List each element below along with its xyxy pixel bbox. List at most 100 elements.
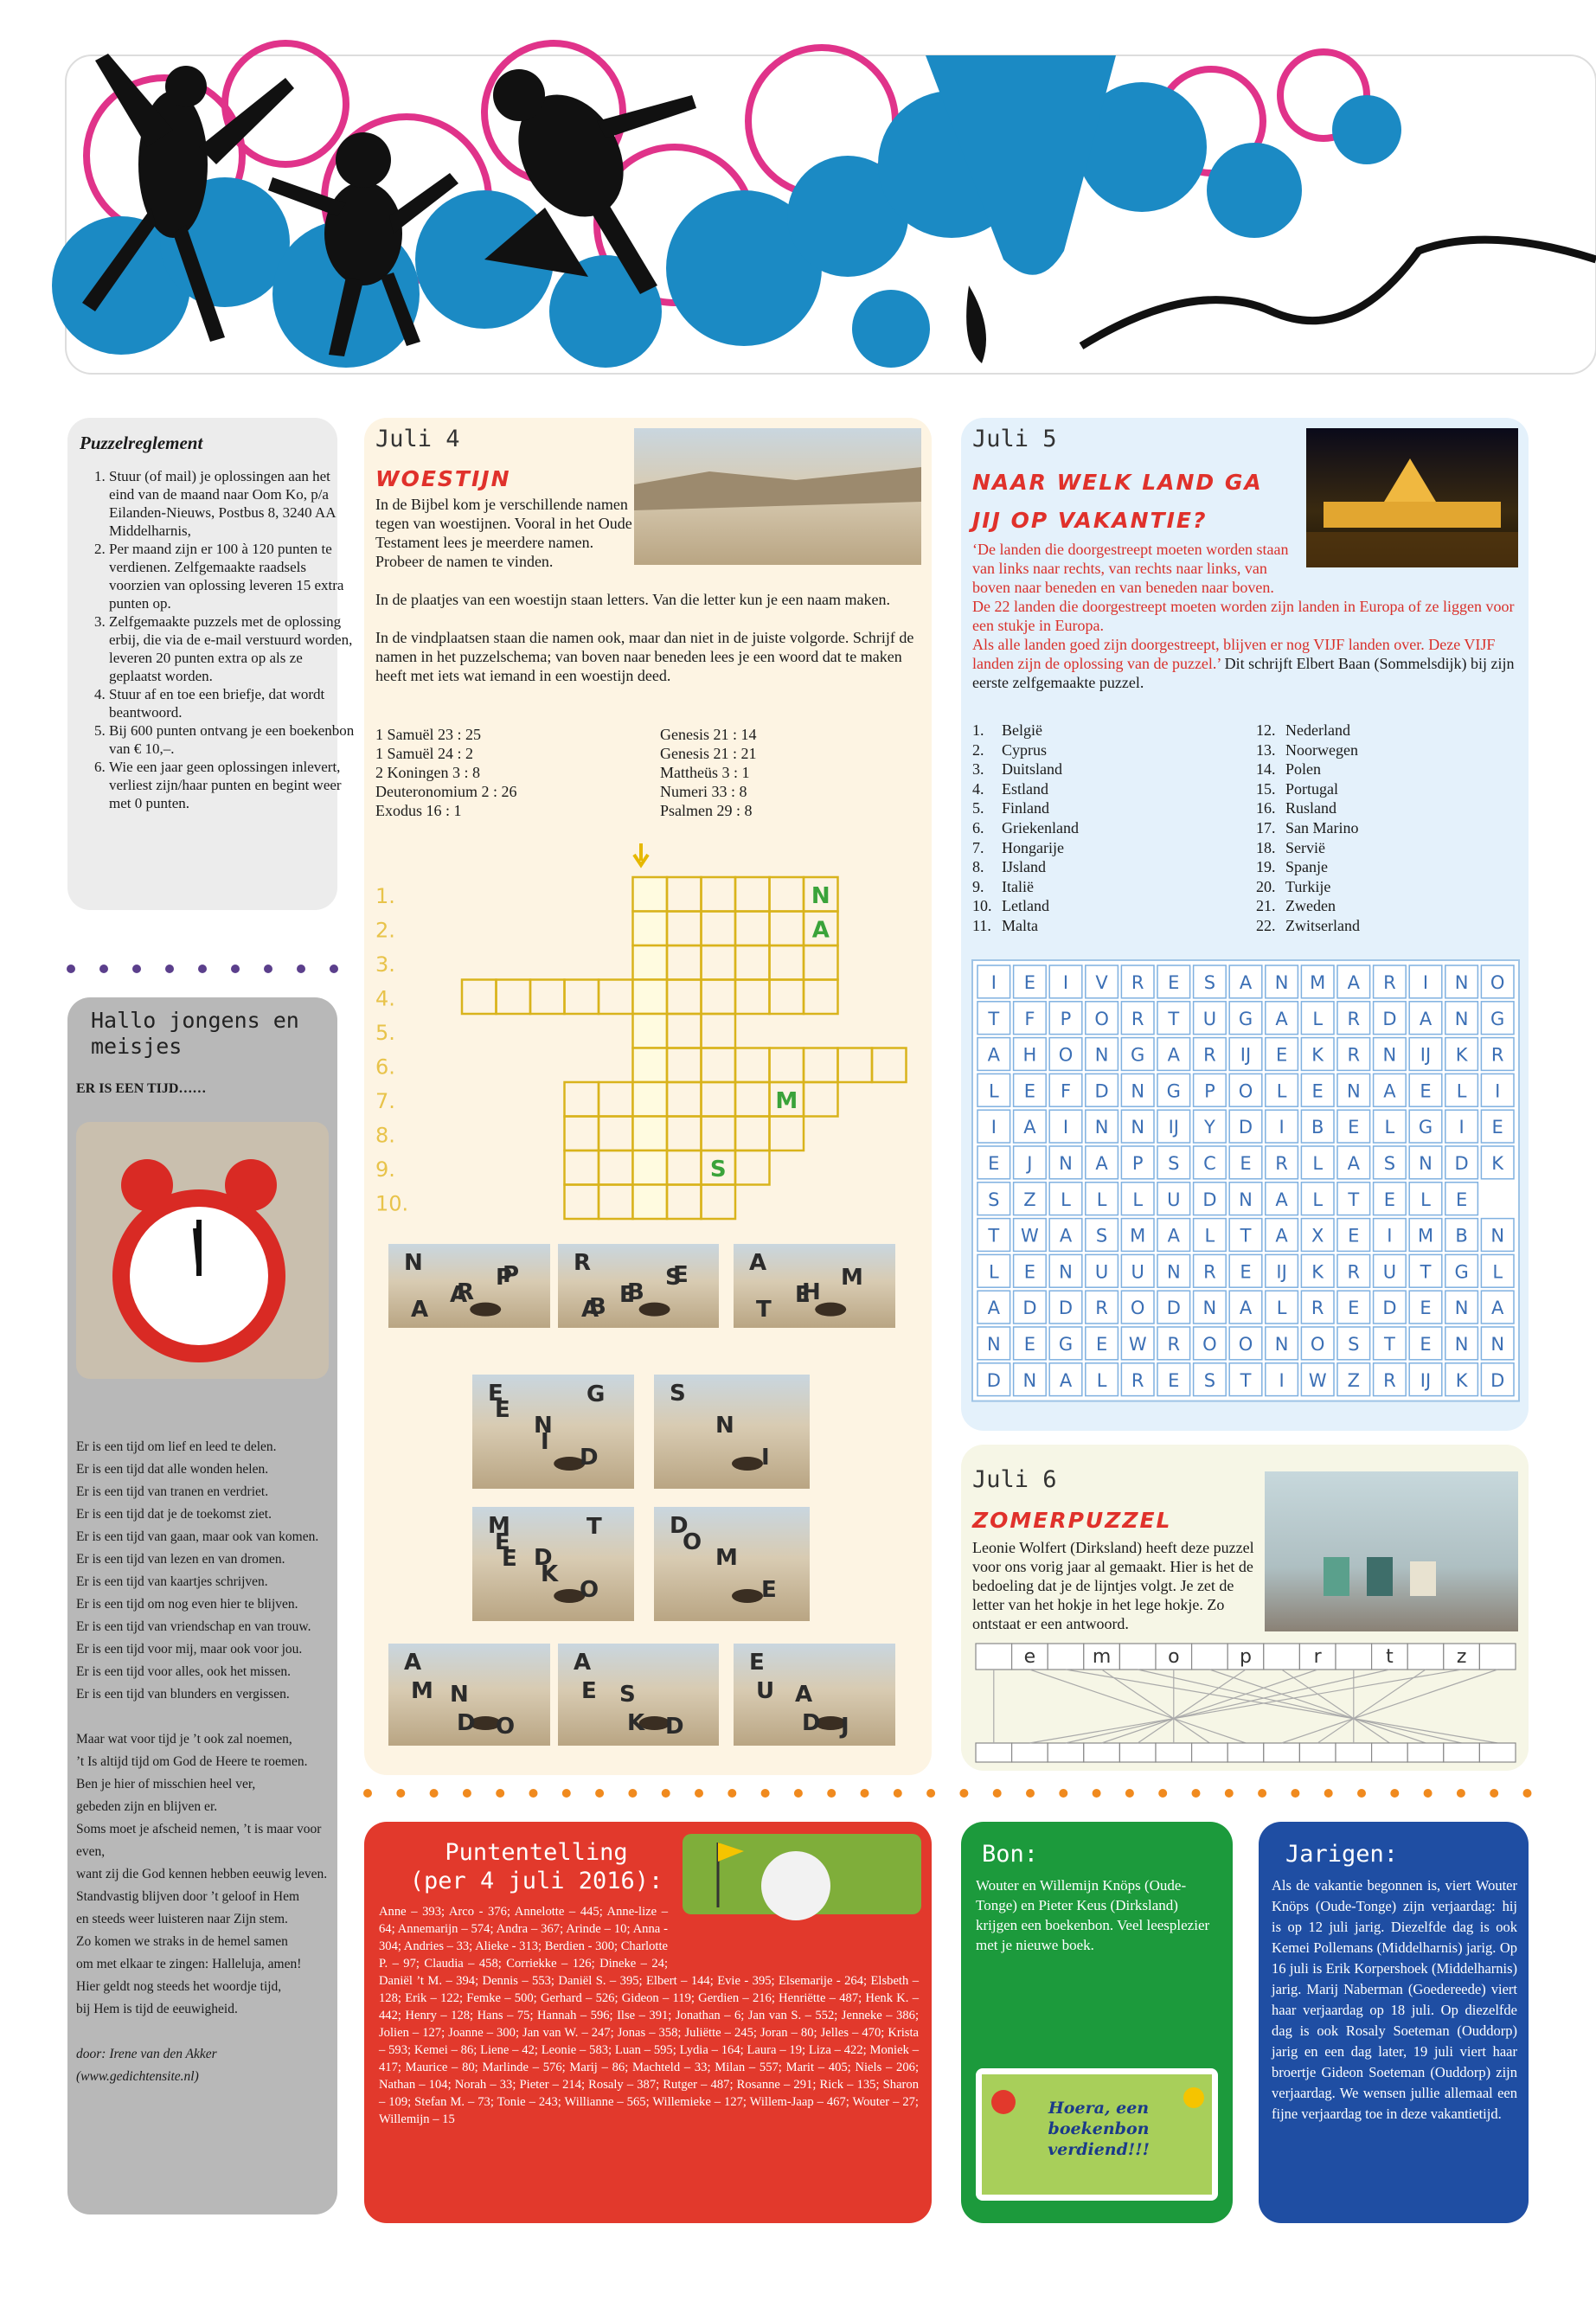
intro-text: ‘De landen die doorgestreept moeten word… (972, 541, 1289, 596)
country-number: 3. (972, 760, 984, 779)
reference: 2 Koningen 3 : 8 (375, 764, 480, 781)
reference: Genesis 21 : 21 (660, 745, 757, 762)
separator-dot (429, 1789, 439, 1798)
reference: Mattheüs 3 : 1 (660, 764, 750, 781)
country-name: Letland (1002, 897, 1049, 915)
birthday-panel (1259, 1822, 1529, 2223)
separator-dot (893, 1789, 902, 1798)
separator-dot (1158, 1789, 1168, 1798)
poem-line: Er is een tijd voor mij, maar ook voor j… (76, 1642, 303, 1657)
country-name: Portugal (1285, 779, 1338, 798)
poem-line: Standvastig blijven door ’t geloof in He… (76, 1889, 300, 1904)
points-title-line: Puntentelling (445, 1839, 628, 1866)
poem-credit: (www.gedichtensite.nl) (76, 2069, 199, 2084)
country-number: 8. (972, 858, 984, 876)
reference: Numeri 33 : 8 (660, 783, 747, 800)
image-space (635, 495, 920, 581)
country-name: Zweden (1285, 897, 1336, 915)
poem-line: Er is een tijd dat alle wonden helen. (76, 1462, 269, 1477)
separator-dot (1191, 1789, 1201, 1798)
separator-dot (1490, 1789, 1499, 1798)
country-number: 13. (1256, 740, 1276, 759)
intro-text: De 22 landen die doorgestreept moeten wo… (972, 598, 1515, 634)
poem-line: Er is een tijd om lief en leed te delen. (76, 1439, 277, 1454)
separator-dot (462, 1789, 471, 1798)
country-number: 5. (972, 799, 984, 817)
country-name: Malta (1002, 917, 1038, 934)
poem-line: Soms moet je afscheid nemen, ’t is maar … (76, 1822, 322, 1859)
country-number: 18. (1256, 838, 1276, 856)
paragraph: In de plaatjes van een woestijn staan le… (375, 591, 890, 608)
poem-credit: door: Irene van den Akker (76, 2047, 217, 2061)
separator-dot (1324, 1789, 1333, 1798)
juli6-title: ZOMERPUZZEL (972, 1508, 1172, 1533)
reference: Deuteronomium 2 : 26 (375, 783, 517, 800)
rule-item: Stuur (of mail) je oplossingen aan het e… (109, 467, 356, 540)
separator-dot (297, 965, 305, 973)
juli4-date: Juli 4 (375, 426, 460, 452)
separator-dot (661, 1789, 670, 1798)
poem-line: Er is een tijd van blunders en vergissen… (76, 1687, 290, 1702)
separator-dot (793, 1789, 803, 1798)
country-name: Polen (1285, 760, 1322, 779)
juli5-date: Juli 5 (972, 426, 1057, 452)
poem-line: Er is een tijd voor alles, ook het misse… (76, 1664, 291, 1679)
separator-dot (1357, 1789, 1366, 1798)
juli4-title: WOESTIJN (375, 466, 511, 491)
separator-dot (363, 1789, 372, 1798)
poem-line: Er is een tijd van vriendschap en van tr… (76, 1619, 311, 1634)
bon-text: Wouter en Willemijn Knöps (Oude-Tonge) e… (976, 1877, 1210, 1953)
country-number: 11. (972, 917, 991, 934)
country-name: IJsland (1002, 858, 1046, 876)
rules-title: Puzzelreglement (80, 433, 203, 453)
separator-dot (529, 1789, 538, 1798)
points-body: Anne – 393; Arco - 376; Annelotte – 445;… (379, 1905, 919, 2126)
country-number: 22. (1256, 917, 1276, 934)
separator-dot (1092, 1789, 1101, 1798)
poem-line: ’t Is altijd tijd om God de Heere te roe… (76, 1754, 308, 1769)
separator-dot (860, 1789, 869, 1798)
country-name: Estland (1002, 779, 1048, 798)
rules-panel (67, 418, 337, 910)
country-name: Spanje (1285, 858, 1328, 876)
separator-dot (198, 965, 207, 973)
juli5-intro: ‘De landen die doorgestreept moeten word… (972, 540, 1516, 692)
poem-line: Ben je hier of misschien heel ver, (76, 1777, 256, 1791)
country-name: Duitsland (1002, 760, 1062, 779)
separator-dot (99, 965, 108, 973)
country-number: 21. (1256, 897, 1276, 915)
separator-dot (1522, 1789, 1532, 1798)
poem-line: gebeden zijn en blijven er. (76, 1799, 218, 1814)
poem-subtitle: ER IS EEN TIJD…… (76, 1081, 207, 1096)
poem-line: bij Hem is tijd de eeuwigheid. (76, 2002, 238, 2016)
bon-title: Bon: (982, 1841, 1039, 1868)
country-name: Rusland (1285, 799, 1337, 817)
separator-dot (561, 1789, 571, 1798)
country-number: 12. (1256, 721, 1276, 739)
country-number: 14. (1256, 760, 1276, 779)
juli6-date: Juli 6 (972, 1466, 1057, 1493)
juli4-text: In de Bijbel kom je verschillende namen … (375, 495, 920, 704)
poem-line: want zij die God kennen hebben eeuwig le… (76, 1867, 328, 1881)
separator-dot (992, 1789, 1002, 1798)
header-banner (52, 40, 1596, 375)
country-name: Nederland (1285, 721, 1350, 739)
poem-line: Hier geldt nog steeds het woordje tijd, (76, 1979, 282, 1994)
country-name: Hongarije (1002, 838, 1064, 856)
bon-image-text: Hoera, een boekenbon verdiend!!! (1048, 2099, 1150, 2159)
separator-dot (132, 965, 141, 973)
references-right: Genesis 21 : 14 Genesis 21 : 21 Mattheüs 3… (660, 725, 757, 820)
poem-line: Er is een tijd van gaan, maar ook van ko… (76, 1529, 319, 1544)
separator-dot (330, 965, 338, 973)
country-number: 6. (972, 819, 984, 836)
country-name: Turkije (1285, 877, 1331, 895)
separator-dot (1456, 1789, 1465, 1798)
separator-dot (1390, 1789, 1400, 1798)
rule-item: Stuur af en toe een briefje, dat wordt b… (109, 685, 356, 721)
spacer (76, 1706, 330, 1728)
country-number: 4. (972, 779, 984, 798)
country-name: Servië (1285, 838, 1325, 856)
